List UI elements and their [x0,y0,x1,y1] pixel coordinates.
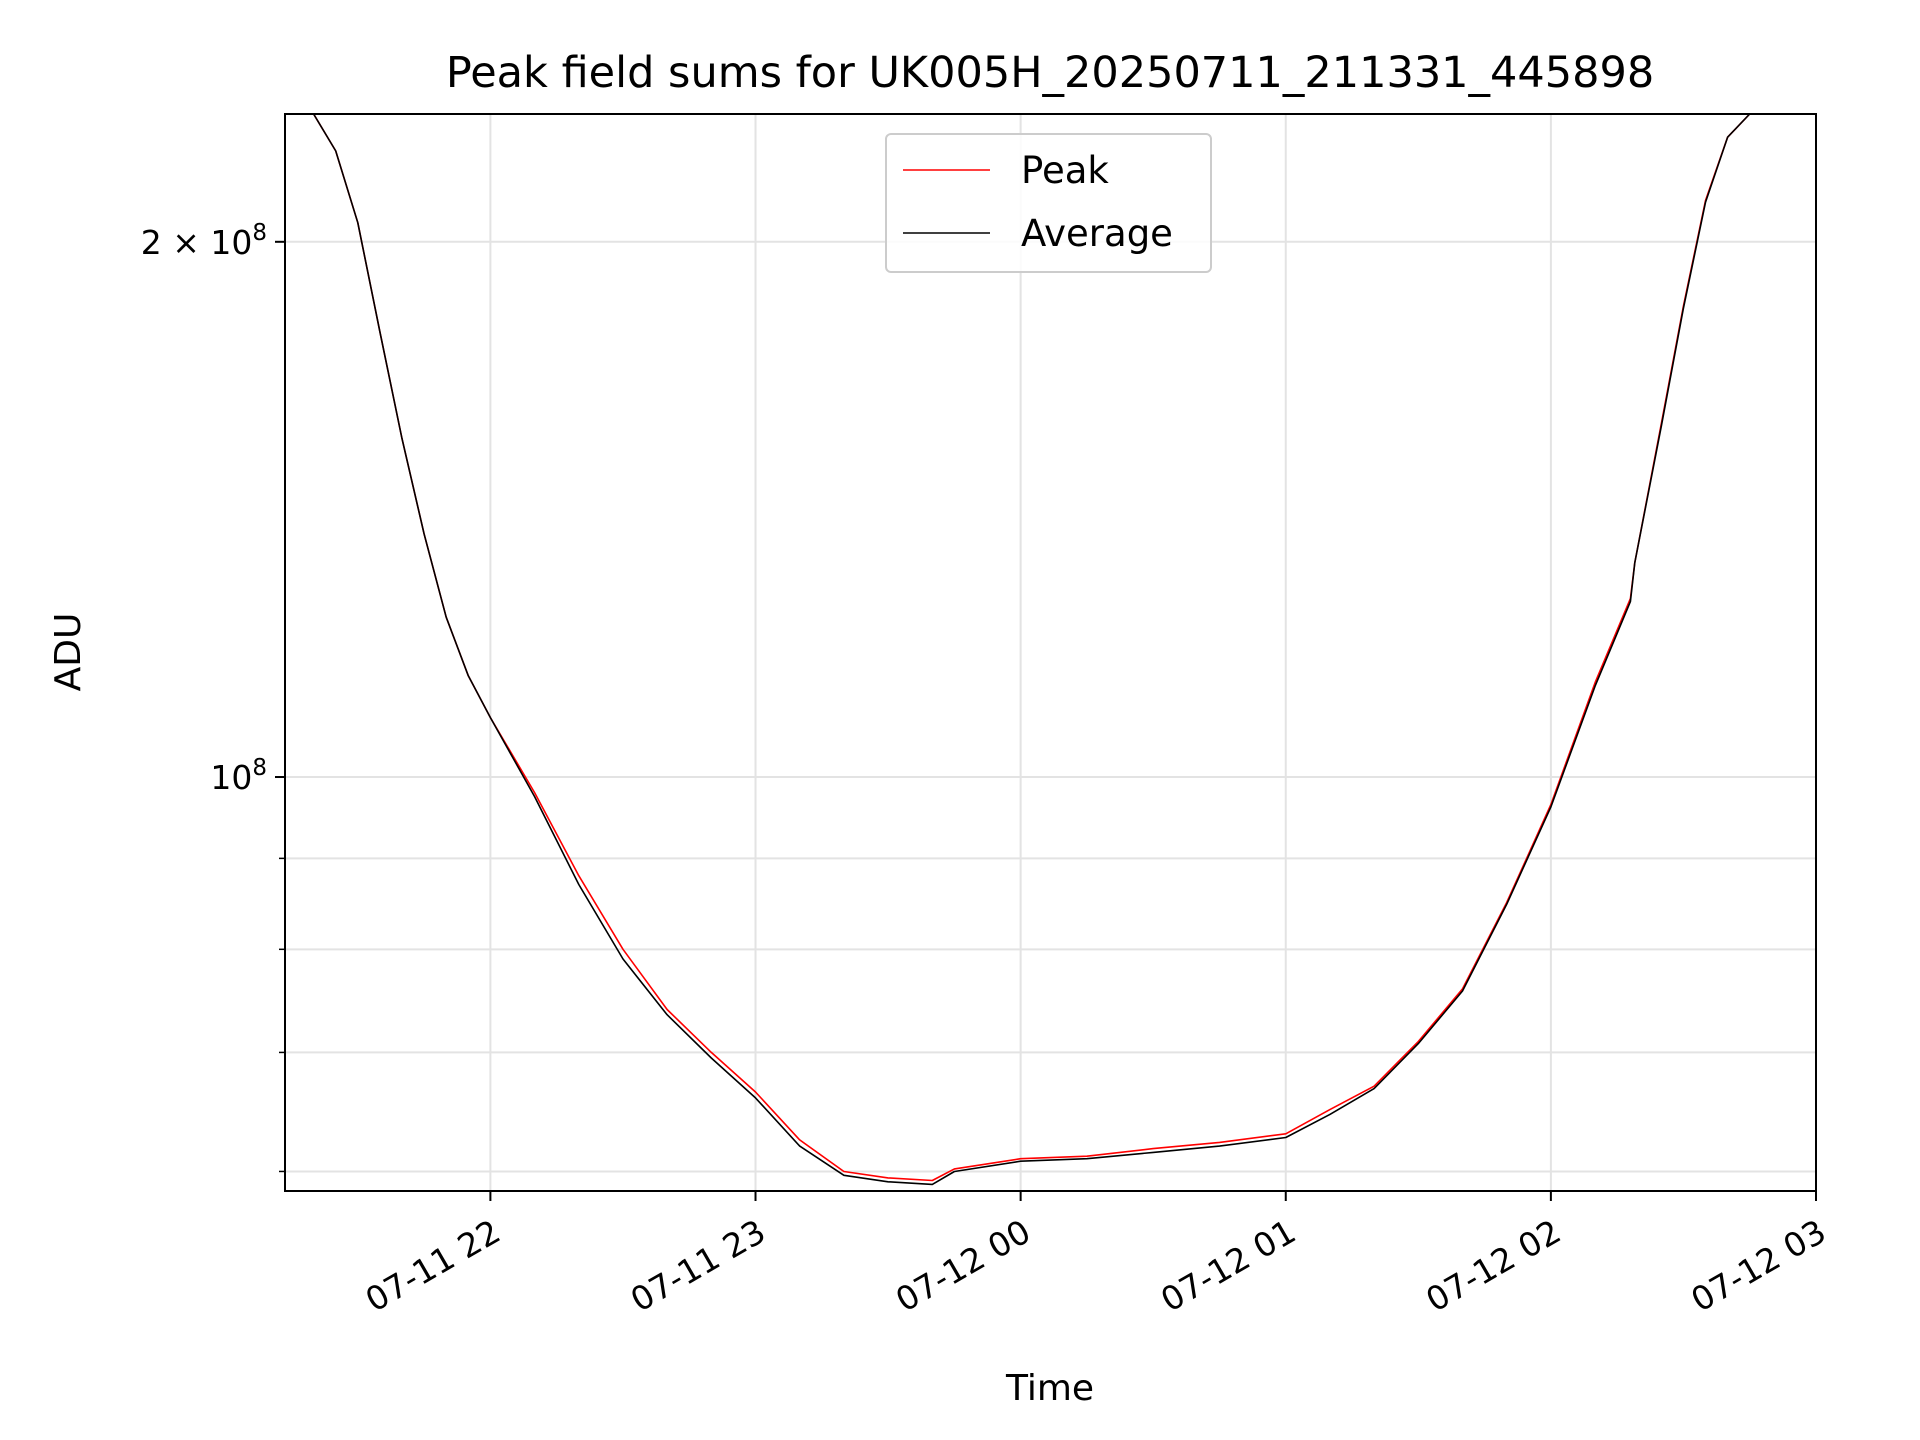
legend-box [885,133,1212,273]
legend-label-peak: Peak [1021,149,1109,192]
y-tick-label: 2 × 108 [141,220,267,262]
y-tick-exponent: 8 [252,220,267,246]
y-tick-exponent: 8 [252,755,267,781]
grid [285,114,1817,1191]
legend-label-average: Average [1021,212,1173,255]
x-axis-label: Time [1005,1368,1094,1409]
series-line-average [285,114,1816,1186]
legend: Peak Average [885,133,1212,273]
chart-title: Peak field sums for UK005H_20250711_2113… [446,48,1654,98]
plot-frame [284,113,1817,1192]
series-layer [285,114,1816,1186]
y-axis-label: ADU [48,613,89,692]
